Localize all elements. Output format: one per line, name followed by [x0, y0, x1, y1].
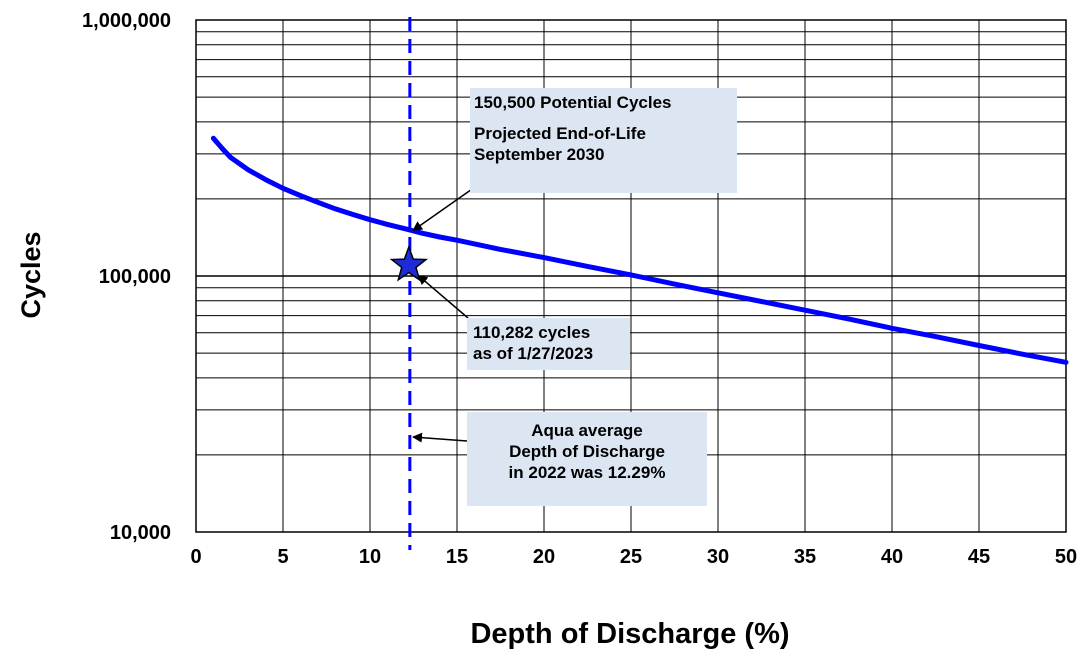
- x-tick-label: 15: [446, 546, 468, 568]
- x-tick-label: 30: [707, 546, 729, 568]
- current-cycles-date-text: as of 1/27/2023: [473, 344, 594, 363]
- y-tick-label: 100,000: [99, 266, 171, 288]
- aqua-dod-text: Depth of Discharge: [509, 442, 665, 461]
- current-cycles-text: 110,282 cycles: [473, 323, 591, 342]
- x-axis-label: Depth of Discharge (%): [470, 618, 789, 650]
- x-tick-label: 40: [881, 546, 903, 568]
- y-axis-label: Cycles: [16, 231, 46, 318]
- y-tick-label: 1,000,000: [82, 10, 171, 32]
- aqua-average-text: Aqua average: [531, 421, 643, 440]
- aqua-value-text: in 2022 was 12.29%: [508, 463, 666, 482]
- x-tick-label: 0: [190, 546, 201, 568]
- x-tick-label: 20: [533, 546, 555, 568]
- current-cycles-box: 110,282 cycles as of 1/27/2023: [467, 318, 630, 370]
- tick-labels: 0 5 10 15 20 25 30 35 40 45 50 10,000 100,000 1,000,0…: [82, 10, 1077, 568]
- annotation-arrow: [412, 432, 468, 443]
- cycles-curve: [210, 135, 1069, 365]
- x-tick-label: 45: [968, 546, 990, 568]
- potential-cycles-text: 150,500 Potential Cycles: [474, 93, 672, 112]
- current-cycles-star: [389, 244, 429, 282]
- x-tick-label: 25: [620, 546, 642, 568]
- projected-date-text: September 2030: [474, 145, 605, 164]
- x-tick-label: 10: [359, 546, 381, 568]
- x-tick-label: 35: [794, 546, 816, 568]
- x-tick-label: 5: [277, 546, 288, 568]
- y-tick-label: 10,000: [110, 522, 171, 544]
- x-tick-label: 50: [1055, 546, 1077, 568]
- projected-end-of-life-box: 150,500 Potential Cycles Projected End-o…: [470, 88, 737, 193]
- plot-frame: [195, 19, 1067, 533]
- annotation-arrow: [417, 274, 469, 319]
- annotation-arrow: [412, 186, 476, 232]
- aqua-average-box: Aqua average Depth of Discharge in 2022 …: [467, 412, 707, 506]
- projected-eol-text: Projected End-of-Life: [474, 124, 646, 143]
- annotation-arrows: [412, 186, 476, 443]
